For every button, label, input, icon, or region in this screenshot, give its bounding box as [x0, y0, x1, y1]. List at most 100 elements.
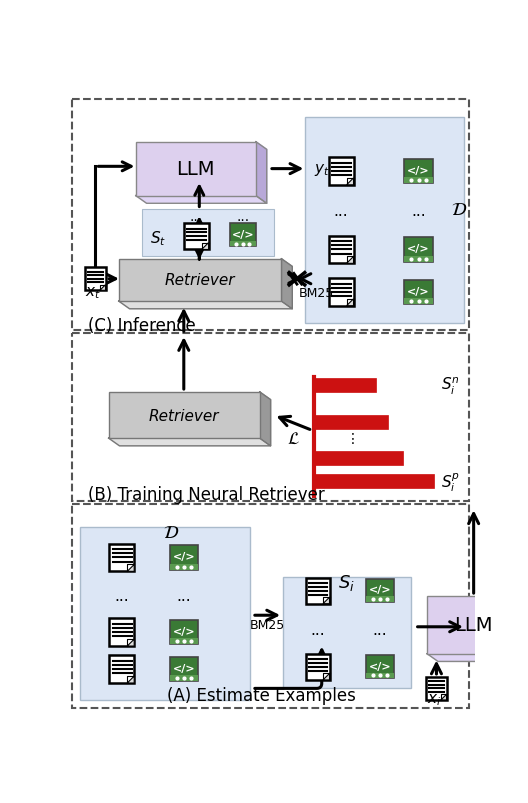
Bar: [305, 118, 464, 324]
Text: $\mathcal{D}$: $\mathcal{D}$: [163, 524, 179, 541]
Text: </>: </>: [231, 230, 254, 239]
Bar: [170, 657, 198, 682]
Bar: [170, 638, 198, 645]
Text: LLM: LLM: [176, 160, 215, 179]
Bar: [366, 579, 394, 602]
Bar: [170, 675, 198, 682]
Polygon shape: [323, 674, 329, 680]
Polygon shape: [256, 142, 267, 204]
Text: $\mathcal{L}$: $\mathcal{L}$: [287, 430, 299, 447]
Bar: [184, 224, 209, 251]
Bar: [427, 597, 520, 654]
Bar: [329, 158, 354, 185]
Bar: [404, 238, 433, 263]
Text: $x_i$: $x_i$: [427, 691, 441, 707]
Text: </>: </>: [173, 552, 195, 561]
Polygon shape: [136, 197, 267, 204]
Polygon shape: [441, 695, 447, 700]
Text: Retriever: Retriever: [149, 408, 220, 423]
Text: ...: ...: [236, 210, 249, 224]
Bar: [72, 333, 469, 501]
Bar: [366, 673, 394, 679]
Bar: [366, 597, 394, 602]
Bar: [170, 564, 198, 570]
Bar: [314, 378, 376, 393]
Bar: [170, 620, 198, 645]
Text: ...: ...: [373, 622, 387, 637]
Text: Retriever: Retriever: [165, 273, 235, 288]
Bar: [427, 677, 447, 700]
Bar: [119, 259, 281, 302]
Polygon shape: [260, 393, 271, 446]
Polygon shape: [127, 565, 134, 572]
Text: ...: ...: [115, 589, 129, 604]
Bar: [142, 210, 274, 256]
Text: (A) Estimate Examples: (A) Estimate Examples: [167, 686, 356, 703]
Bar: [230, 242, 256, 247]
Bar: [109, 618, 134, 646]
Polygon shape: [281, 259, 293, 309]
Bar: [314, 475, 434, 488]
Polygon shape: [346, 179, 354, 185]
Text: ...: ...: [334, 204, 348, 219]
Text: ...: ...: [310, 622, 325, 637]
Text: </>: </>: [407, 165, 430, 176]
Text: LLM: LLM: [455, 616, 493, 634]
Bar: [314, 451, 403, 466]
Text: $S_i^p$: $S_i^p$: [441, 471, 460, 493]
Text: (B) Training Neural Retriever: (B) Training Neural Retriever: [88, 486, 324, 503]
Polygon shape: [127, 676, 134, 683]
Bar: [314, 415, 388, 430]
Polygon shape: [323, 597, 329, 604]
Polygon shape: [346, 257, 354, 264]
Polygon shape: [119, 302, 293, 309]
Text: </>: </>: [173, 663, 195, 673]
Text: </>: </>: [407, 244, 430, 254]
Polygon shape: [100, 285, 106, 291]
Text: </>: </>: [369, 585, 391, 595]
Bar: [109, 544, 134, 572]
Text: BM25: BM25: [250, 618, 285, 631]
Text: (C) Inference: (C) Inference: [88, 316, 195, 335]
Polygon shape: [346, 300, 354, 306]
Polygon shape: [520, 597, 528, 662]
Polygon shape: [109, 438, 271, 446]
Bar: [136, 142, 256, 197]
Text: </>: </>: [173, 626, 195, 636]
Bar: [404, 299, 433, 305]
Bar: [109, 393, 260, 438]
Bar: [230, 224, 256, 247]
Text: $y_t$: $y_t$: [314, 161, 330, 177]
Bar: [170, 545, 198, 570]
Text: $S_t$: $S_t$: [150, 230, 166, 248]
Bar: [404, 280, 433, 305]
Text: ...: ...: [411, 204, 426, 219]
Text: $S_i$: $S_i$: [338, 573, 355, 593]
Text: ...: ...: [176, 589, 191, 604]
Polygon shape: [427, 654, 528, 662]
Bar: [404, 256, 433, 263]
Text: BM25: BM25: [298, 287, 334, 300]
Text: ⋮: ⋮: [346, 431, 360, 446]
Bar: [404, 160, 433, 184]
Text: ...: ...: [190, 210, 203, 224]
Polygon shape: [127, 639, 134, 646]
Text: $S_i^n$: $S_i^n$: [441, 375, 460, 396]
Bar: [366, 655, 394, 679]
Text: $\mathcal{D}$: $\mathcal{D}$: [451, 202, 467, 219]
Bar: [86, 268, 106, 291]
Bar: [72, 504, 469, 707]
Polygon shape: [202, 243, 209, 251]
Bar: [283, 577, 411, 688]
Bar: [306, 654, 329, 680]
Bar: [306, 578, 329, 604]
Text: </>: </>: [407, 286, 430, 296]
Bar: [329, 236, 354, 264]
Bar: [80, 527, 250, 700]
Bar: [109, 655, 134, 683]
Text: </>: </>: [369, 661, 391, 671]
Bar: [404, 178, 433, 184]
Bar: [72, 100, 469, 330]
Text: $x_t$: $x_t$: [86, 284, 101, 300]
Bar: [329, 279, 354, 306]
